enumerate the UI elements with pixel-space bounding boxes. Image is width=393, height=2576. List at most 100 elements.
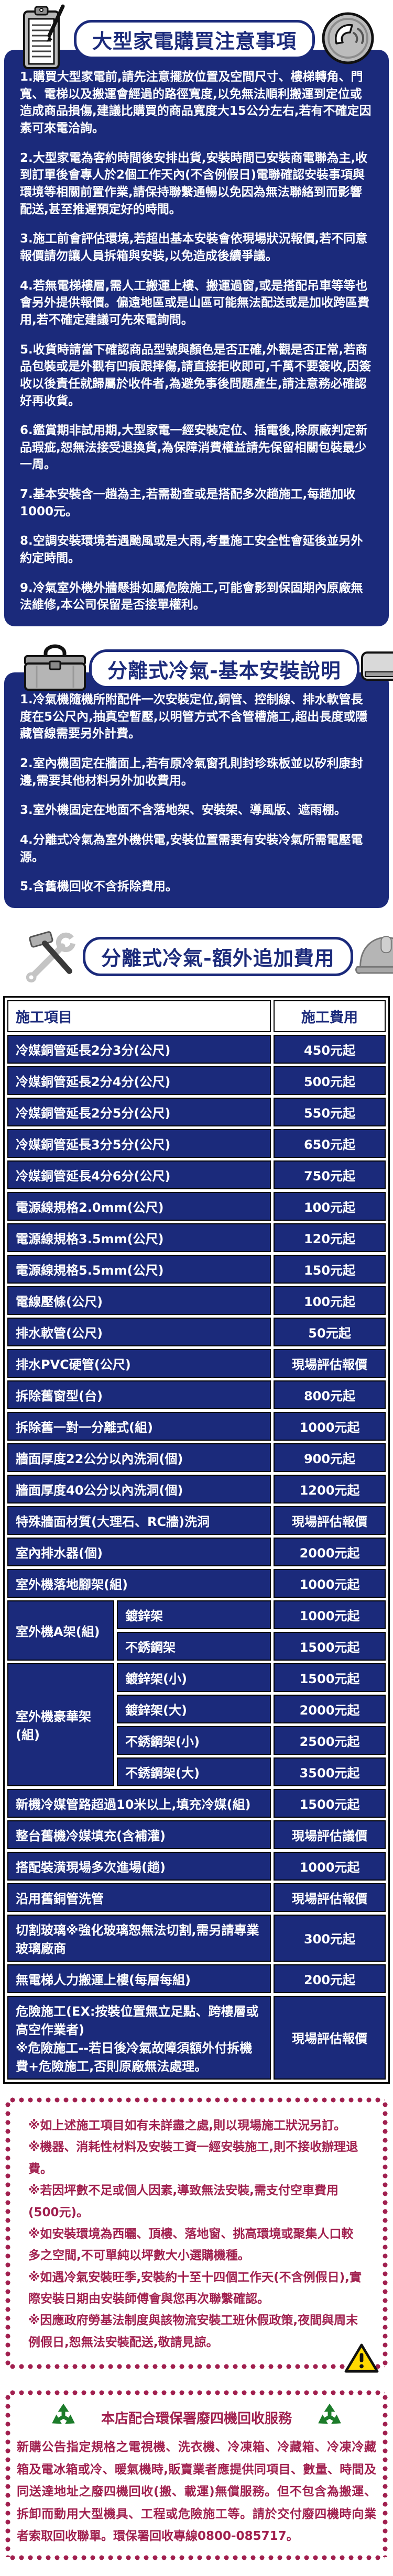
item-cell: 電源線規格2.0mm(公尺) <box>7 1191 271 1221</box>
item-cell: 整台舊機冷媒填充(含補灌) <box>7 1820 271 1849</box>
fee-cell: 1000元起 <box>274 1600 386 1629</box>
fee-cell: 現場評估報價 <box>274 1506 386 1535</box>
note-item: ※因應政府勞基法制度與該物流安裝工班休假政策,夜間與周末例假日,恕無法安裝配送,… <box>28 2314 358 2349</box>
fee-cell: 450元起 <box>274 1034 386 1064</box>
notice-item: 7.基本安裝含一趟為主,若需勘查或是搭配多次趟施工,每趟加收1000元。 <box>20 488 356 518</box>
table-row: 不銹鋼架 1500元起 <box>7 1631 386 1661</box>
table-row: 冷媒銅管延長4分6分(公尺) 750元起 <box>7 1160 386 1189</box>
item-cell: 切割玻璃※強化玻璃恕無法切割,需另請專業玻璃廠商 <box>7 1914 271 1962</box>
section3-title-pill: 分離式冷氣-額外追加費用 <box>83 937 353 977</box>
notice-item: 2.大型家電為客約時間後安排出貨,安裝時間已安裝商電聯為主,收到訂單後會專人於2… <box>20 151 368 216</box>
install-item: 2.室內機固定在牆面上,若有原冷氣窗孔則封珍珠板並以矽利康封邊,需要其他材料另外… <box>20 757 363 788</box>
table-row: 鍍鋅架(大) 2000元起 <box>7 1694 386 1723</box>
group-label-cell: 室外機A架(組) <box>7 1600 114 1661</box>
item-cell: 冷媒銅管延長2分4分(公尺) <box>7 1066 271 1095</box>
install-item: 5.含舊機回收不含拆除費用。 <box>20 880 178 894</box>
notice-item: 5.收貨時請當下確認商品型號與顏色是否正確,外觀是否正常,若商品包裝或是外觀有凹… <box>20 342 372 408</box>
fee-cell: 100元起 <box>274 1191 386 1221</box>
table-row: 新機冷媒管路超過10米以上,填充冷媒(組) 1500元起 <box>7 1788 386 1818</box>
install-item: 1.冷氣機隨機所附配件一次安裝定位,銅管、控制線、排水軟管長度在5公尺內,抽真空… <box>20 693 368 741</box>
fee-cell: 800元起 <box>274 1380 386 1409</box>
item-cell: 牆面厚度22公分以內洗洞(個) <box>7 1443 271 1472</box>
fee-cell: 現場評估報價 <box>274 1348 386 1378</box>
fee-cell: 現場評估報價 <box>274 1883 386 1912</box>
dotted-border-bottom <box>8 2555 385 2560</box>
table-row: 排水軟管(公尺) 50元起 <box>7 1317 386 1346</box>
fee-cell: 200元起 <box>274 1964 386 1993</box>
fee-cell: 1500元起 <box>274 1788 386 1818</box>
fee-cell: 650元起 <box>274 1129 386 1158</box>
section1-panel: 1.購買大型家電前,請先注意擺放位置及空間尺寸、樓梯轉角、門寬、電梯以及搬運會經… <box>4 50 389 627</box>
item-cell: 排水PVC硬管(公尺) <box>7 1348 271 1378</box>
sub-item-cell: 不銹鋼架(小) <box>117 1726 271 1755</box>
dotted-border-right <box>383 2100 388 2367</box>
fee-cell: 現場評估議價 <box>274 1820 386 1849</box>
section2-panel: 1.冷氣機隨機所附配件一次安裝定位,銅管、控制線、排水軟管長度在5公尺內,抽真空… <box>4 672 389 908</box>
fee-cell: 900元起 <box>274 1443 386 1472</box>
recycle-footer-box: 本店配合環保署廢四機回收服務 新購公告指定規格之電視機、洗衣機、冷凍箱、冷藏箱、… <box>5 2390 388 2560</box>
table-row: 不銹鋼架(大) 3500元起 <box>7 1757 386 1786</box>
notice-item: 1.購買大型家電前,請先注意擺放位置及空間尺寸、樓梯轉角、門寬、電梯以及搬運會經… <box>20 70 372 135</box>
item-cell: 特殊牆面材質(大理石、RC牆)洗洞 <box>7 1506 271 1535</box>
sub-item-cell: 鍍鋅架(小) <box>117 1663 271 1692</box>
fee-cell: 300元起 <box>274 1914 386 1962</box>
fee-cell: 1000元起 <box>274 1411 386 1441</box>
table-row: 冷媒銅管延長2分5分(公尺) 550元起 <box>7 1097 386 1126</box>
dotted-border-bottom <box>8 2364 385 2370</box>
phone-icon <box>321 11 375 68</box>
notice-item: 3.施工前會評估環境,若超出基本安裝會依現場狀況報價,若不同意報價請勿讓人員拆箱… <box>20 232 368 263</box>
clipboard-pencil-icon <box>18 3 68 75</box>
fee-cell: 100元起 <box>274 1286 386 1315</box>
toolbox-icon <box>21 642 89 696</box>
note-item: ※機器、消耗性材料及安裝工資一經安裝施工,則不接收辦理退費。 <box>28 2140 358 2176</box>
item-cell: 電源線規格3.5mm(公尺) <box>7 1223 271 1252</box>
dotted-border-left <box>5 2100 10 2367</box>
air-conditioner-icon <box>359 648 393 690</box>
fee-cell: 150元起 <box>274 1254 386 1284</box>
section2-header: 分離式冷氣-基本安裝說明 <box>0 638 393 700</box>
table-row: 切割玻璃※強化玻璃恕無法切割,需另請專業玻璃廠商 300元起 <box>7 1914 386 1962</box>
install-item: 4.分離式冷氣為室外機供電,安裝位置需要有安裝冷氣所需電壓電源。 <box>20 833 363 864</box>
item-cell: 電源線規格5.5mm(公尺) <box>7 1254 271 1284</box>
fee-cell: 1500元起 <box>274 1663 386 1692</box>
table-row: 電源線規格3.5mm(公尺) 120元起 <box>7 1223 386 1252</box>
fee-cell: 500元起 <box>274 1066 386 1095</box>
table-row: 搭配裝潢現場多次進場(趟) 1000元起 <box>7 1851 386 1881</box>
danger-item-line1: 危險施工(EX:按裝位置無立足點、跨樓層或高空作業者) <box>16 2004 259 2037</box>
item-cell: 沿用舊銅管洗管 <box>7 1883 271 1912</box>
footer-title-row: 本店配合環保署廢四機回收服務 <box>17 2403 376 2432</box>
fee-cell: 550元起 <box>274 1097 386 1126</box>
sub-item-cell: 不銹鋼架(大) <box>117 1757 271 1786</box>
table-row: 不銹鋼架(小) 2500元起 <box>7 1726 386 1755</box>
recycle-icon <box>316 2403 343 2432</box>
note-item: ※如遇冷氣安裝旺季,安裝約十至十四個工作天(不含例假日),實際安裝日期由安裝師傅… <box>28 2270 362 2306</box>
table-row: 電源線規格5.5mm(公尺) 150元起 <box>7 1254 386 1284</box>
sub-item-cell: 不銹鋼架 <box>117 1631 271 1661</box>
item-cell: 冷媒銅管延長2分5分(公尺) <box>7 1097 271 1126</box>
bottom-spacer <box>0 2560 393 2576</box>
notes-box: ※如上述施工項目如有未詳盡之處,則以現場施工狀況另訂。 ※機器、消耗性材料及安裝… <box>5 2097 388 2373</box>
fee-table-header-row: 施工項目 施工費用 <box>7 1000 386 1032</box>
item-cell: 排水軟管(公尺) <box>7 1317 271 1346</box>
dotted-border-right <box>383 2393 388 2557</box>
footer-note: 新購公告指定規格之電視機、洗衣機、冷凍箱、冷藏箱、冷凍冷藏箱及電冰箱或冷、暖氣機… <box>17 2440 376 2544</box>
note-item: ※若因坪數不足或個人因素,導致無法安裝,需支付空車費用(500元)。 <box>28 2184 339 2219</box>
item-cell: 搭配裝潢現場多次進場(趟) <box>7 1851 271 1881</box>
table-row: 沿用舊銅管洗管 現場評估報價 <box>7 1883 386 1912</box>
table-row: 拆除舊一對一分離式(組) 1000元起 <box>7 1411 386 1441</box>
item-cell: 牆面厚度40公分以內洗洞(個) <box>7 1474 271 1503</box>
table-row-group: 室外機豪華架(組) 鍍鋅架(小) 1500元起 <box>7 1663 386 1786</box>
table-row: 危險施工(EX:按裝位置無立足點、跨樓層或高空作業者) ※危險施工--若日後冷氣… <box>7 1995 386 2080</box>
notice-item: 8.空調安裝環境若遇颱風或是大雨,考量施工安全性會延後並另外約定時間。 <box>20 534 363 566</box>
table-row: 牆面厚度40公分以內洗洞(個) 1200元起 <box>7 1474 386 1503</box>
fee-cell: 1000元起 <box>274 1851 386 1881</box>
col-header-fee: 施工費用 <box>274 1000 386 1032</box>
table-row-group: 室外機A架(組) 鍍鋅架 1000元起 <box>7 1600 386 1661</box>
table-row: 電源線規格2.0mm(公尺) 100元起 <box>7 1191 386 1221</box>
section1-title-pill: 大型家電購買注意事項 <box>73 19 315 59</box>
fee-cell: 1200元起 <box>274 1474 386 1503</box>
fee-cell: 50元起 <box>274 1317 386 1346</box>
item-cell: 室內排水器(個) <box>7 1537 271 1566</box>
table-row: 室外機落地腳架(組) 1000元起 <box>7 1568 386 1598</box>
